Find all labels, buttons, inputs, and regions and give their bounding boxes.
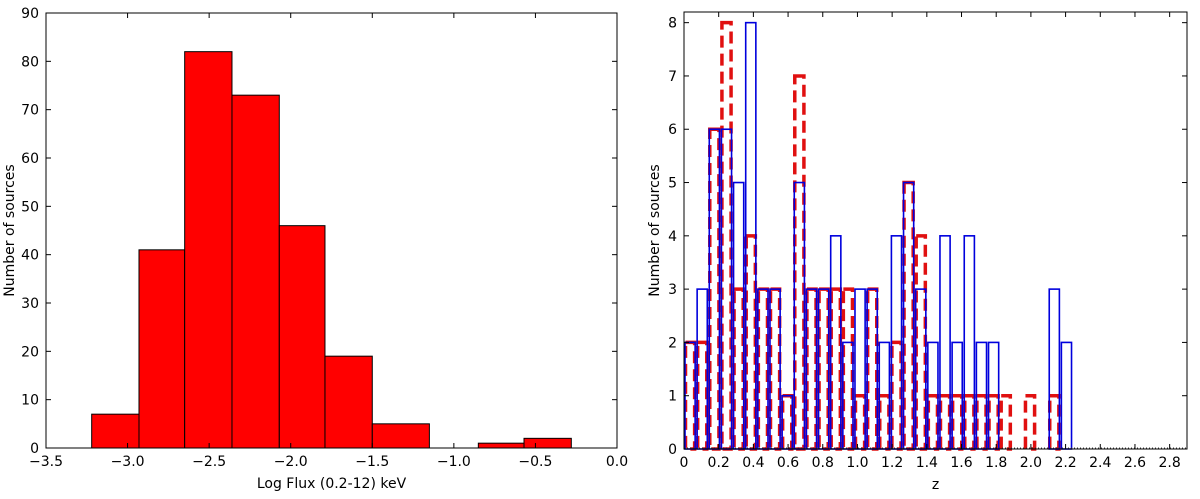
- x-tick-label: −0.5: [518, 454, 552, 470]
- histogram-bar: [372, 424, 429, 448]
- x-tick-label: −1.5: [355, 454, 389, 470]
- y-axis-label: Number of sources: [647, 164, 663, 296]
- x-tick-label: −2.0: [274, 454, 308, 470]
- x-tick-label: 1.8: [985, 455, 1007, 471]
- y-tick-label: 3: [668, 282, 677, 298]
- x-tick-label: 0.0: [606, 454, 628, 470]
- dashed-histogram-bar: [746, 236, 755, 449]
- dashed-histogram-bar: [1025, 396, 1034, 449]
- dashed-histogram-bar: [819, 289, 828, 449]
- dashed-histogram-bar: [880, 396, 889, 449]
- dashed-histogram-bar: [904, 183, 913, 449]
- dashed-histogram-bar: [783, 396, 792, 449]
- x-tick-label: 0: [680, 455, 689, 471]
- y-tick-label: 8: [668, 16, 677, 32]
- x-tick-label: 1.6: [950, 455, 972, 471]
- y-tick-label: 30: [21, 296, 39, 312]
- dashed-histogram-bar: [1050, 396, 1059, 449]
- y-tick-label: 50: [21, 199, 39, 215]
- dashed-histogram-bar: [795, 76, 804, 449]
- y-tick-label: 40: [21, 248, 39, 264]
- dashed-histogram-bar: [855, 396, 864, 449]
- histogram-bar: [524, 438, 571, 448]
- x-tick-label: −3.0: [111, 454, 145, 470]
- dashed-histogram-bar: [722, 23, 731, 449]
- y-tick-label: 4: [668, 229, 677, 245]
- x-axis-label: z: [932, 477, 939, 493]
- y-tick-label: 90: [21, 6, 39, 22]
- histogram-bar: [232, 95, 279, 448]
- dashed-histogram-bar: [868, 289, 877, 449]
- left-histogram-chart: −3.5 −3.0 −2.5 −2.0 −1.5 −1.0 −0.5 0.0010203040…: [2, 6, 628, 492]
- dashed-histogram-bar: [916, 236, 925, 449]
- dashed-histogram-bar: [843, 289, 852, 449]
- x-tick-label: 2.0: [1020, 455, 1042, 471]
- x-tick-label: 2.2: [1054, 455, 1076, 471]
- dashed-histogram-bar: [698, 342, 707, 449]
- dashed-histogram-bar: [710, 129, 719, 449]
- dashed-histogram-bar: [770, 289, 779, 449]
- histogram-bar: [325, 356, 372, 448]
- dashed-histogram-bar: [831, 289, 840, 449]
- x-tick-label: 1.4: [916, 455, 938, 471]
- y-tick-label: 2: [668, 335, 677, 351]
- dashed-histogram-bar: [892, 342, 901, 449]
- x-tick-label: 0.4: [742, 455, 764, 471]
- dashed-histogram-bar: [965, 396, 974, 449]
- x-tick-label: 1.2: [881, 455, 903, 471]
- y-tick-label: 70: [21, 103, 39, 119]
- dashed-histogram-bar: [977, 396, 986, 449]
- x-tick-label: 0.6: [777, 455, 799, 471]
- histogram-bar: [185, 52, 232, 448]
- dashed-histogram-bar: [953, 396, 962, 449]
- y-tick-label: 80: [21, 54, 39, 70]
- dashed-histogram-bar: [734, 289, 743, 449]
- x-tick-label: 2.8: [1159, 455, 1181, 471]
- y-axis-label: Number of sources: [2, 164, 18, 296]
- y-tick-label: 10: [21, 393, 39, 409]
- solid-histogram-bar: [964, 236, 974, 449]
- x-tick-label: −2.5: [192, 454, 226, 470]
- x-tick-label: −1.0: [437, 454, 471, 470]
- y-tick-label: 20: [21, 344, 39, 360]
- solid-histogram-bar: [1061, 342, 1071, 449]
- right-histogram-chart: 0 0.2 0.4 0.6 0.8 1.0 1.2 1.4 1.6 1.8 2.0 2.2 2.4 2.6…: [647, 12, 1187, 493]
- y-tick-label: 5: [668, 176, 677, 192]
- histogram-bar: [92, 414, 139, 448]
- dashed-histogram-bar: [928, 396, 937, 449]
- histogram-bar: [478, 443, 524, 448]
- y-tick-label: 0: [30, 441, 39, 457]
- x-tick-label: 2.4: [1089, 455, 1111, 471]
- solid-histogram-bar: [940, 236, 950, 449]
- histogram-bar: [139, 250, 185, 448]
- x-tick-label: 1.0: [846, 455, 868, 471]
- dashed-histogram-bar: [1001, 396, 1010, 449]
- x-axis-label: Log Flux (0.2-12) keV: [257, 476, 407, 492]
- x-tick-label: 2.6: [1124, 455, 1146, 471]
- y-tick-label: 6: [668, 122, 677, 138]
- dashed-histogram-bar: [807, 289, 816, 449]
- y-tick-label: 60: [21, 151, 39, 167]
- x-tick-label: 0.8: [812, 455, 834, 471]
- dashed-histogram-bar: [989, 396, 998, 449]
- dashed-histogram-bar: [940, 396, 949, 449]
- histogram-bar: [279, 226, 325, 448]
- y-tick-label: 0: [668, 442, 677, 458]
- x-tick-label: 0.2: [708, 455, 730, 471]
- y-tick-label: 7: [668, 69, 677, 85]
- dashed-histogram-bar: [758, 289, 767, 449]
- y-tick-label: 1: [668, 389, 677, 405]
